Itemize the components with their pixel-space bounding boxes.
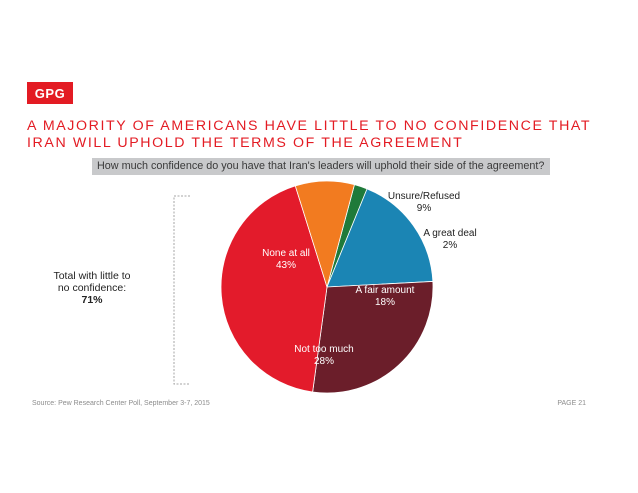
slice-label-a-fair-amount: A fair amount: [356, 285, 415, 296]
title-line-1: A MAJORITY OF AMERICANS HAVE LITTLE TO N…: [27, 118, 592, 134]
slice-value-a-great-deal: 2%: [443, 240, 458, 251]
slice-value-not-too-much: 28%: [314, 356, 334, 367]
slice-label-unsure-refused: Unsure/Refused: [388, 191, 460, 202]
source-note: Source: Pew Research Center Poll, Septem…: [32, 400, 210, 407]
slice-label-a-great-deal: A great deal: [423, 228, 476, 239]
note-value: 71%: [81, 294, 103, 306]
survey-question: How much confidence do you have that Ira…: [92, 158, 550, 175]
pie-slice-not-too-much: [312, 281, 434, 394]
logo-text: GPG: [34, 85, 66, 101]
confidence-bracket: [173, 195, 190, 385]
slice-value-none-at-all: 43%: [276, 260, 296, 271]
pie-slice-a-fair-amount: [326, 188, 434, 288]
slice-label-none-at-all: None at all: [262, 248, 310, 259]
slice-label-not-too-much: Not too much: [294, 344, 353, 355]
page-number: PAGE 21: [557, 400, 586, 407]
slice-value-unsure-refused: 9%: [417, 203, 432, 214]
gpg-logo: GPG: [27, 82, 73, 104]
note-line-2: no confidence:: [57, 282, 127, 294]
pie-slice-none-at-all: [220, 185, 328, 393]
total-little-confidence-note: Total with little to no confidence: 71%: [40, 270, 144, 306]
slice-value-a-fair-amount: 18%: [375, 297, 395, 308]
pie-slice-unsure-refused: [294, 180, 355, 289]
title-line-2: IRAN WILL UPHOLD THE TERMS OF THE AGREEM…: [27, 135, 464, 151]
page-title: A MAJORITY OF AMERICANS HAVE LITTLE TO N…: [27, 118, 627, 152]
note-line-1: Total with little to: [53, 270, 131, 282]
